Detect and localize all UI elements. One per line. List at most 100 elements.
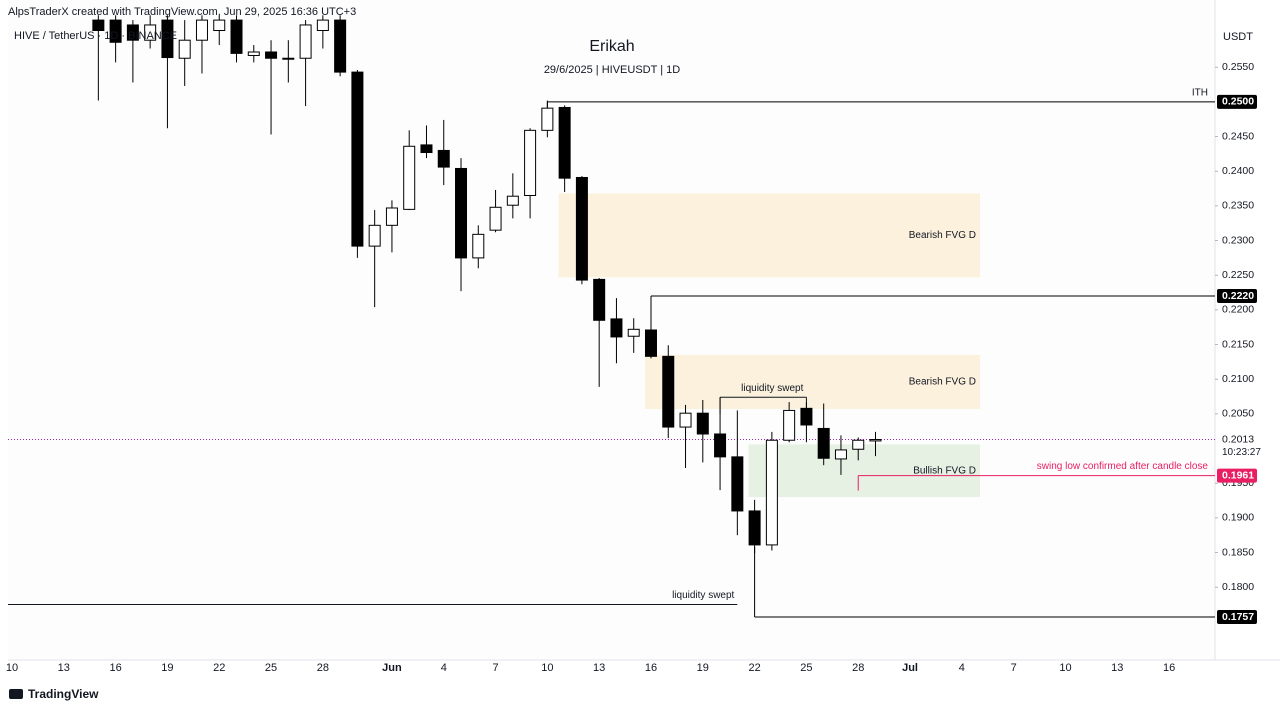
candle-body xyxy=(368,224,381,247)
candle-body xyxy=(524,129,537,197)
level-annotation: ITH xyxy=(1192,88,1208,99)
x-tick-label: 28 xyxy=(852,662,864,674)
candle-body xyxy=(679,412,692,428)
candle-body xyxy=(558,106,571,179)
chart-subtitle: 29/6/2025 | HIVEUSDT | 1D xyxy=(544,64,680,76)
price-tag xyxy=(1217,468,1257,483)
x-tick-label: 16 xyxy=(109,662,121,674)
price-tag xyxy=(1217,94,1257,109)
candle-body xyxy=(178,39,191,59)
candle-body xyxy=(351,71,364,247)
currency: USDT xyxy=(1223,31,1253,43)
candle-body xyxy=(455,167,468,259)
fvg-zone xyxy=(558,193,980,278)
x-tick-label: 10 xyxy=(541,662,553,674)
price-tag-label: 0.2500 xyxy=(1222,96,1254,108)
plot: Bearish FVG D Bearish FVG D Bullish FVG D l… xyxy=(8,15,1215,618)
candle-body xyxy=(541,107,554,131)
price-tag-label: 0.1757 xyxy=(1222,611,1254,623)
y-tick-label: 0.2250 xyxy=(1222,269,1254,281)
candle-body xyxy=(109,19,122,43)
candle-body xyxy=(489,206,502,231)
x-tick-label: 25 xyxy=(800,662,812,674)
zone-label: Bearish FVG D xyxy=(909,377,976,388)
brand-logo xyxy=(9,689,23,699)
x-tick-label: 19 xyxy=(697,662,709,674)
candle-body xyxy=(834,449,847,460)
price-tag xyxy=(1217,289,1257,304)
x-tick-label: 19 xyxy=(161,662,173,674)
y-tick-label: 0.2350 xyxy=(1222,200,1254,212)
candle-body xyxy=(696,412,709,435)
candle-body xyxy=(195,19,208,41)
x-tick-label: Jun xyxy=(382,662,402,674)
candle-body xyxy=(230,19,243,54)
candle-body xyxy=(731,456,744,512)
fvg-zone xyxy=(748,444,980,498)
candle-body xyxy=(506,195,519,206)
candle-body xyxy=(437,149,450,168)
x-tick-label: 13 xyxy=(593,662,605,674)
candle-body xyxy=(144,24,157,41)
price-tag xyxy=(1217,610,1257,625)
candle-body xyxy=(800,407,813,426)
swept-label: liquidity swept xyxy=(672,590,734,601)
y-tick-label: 0.2450 xyxy=(1222,130,1254,142)
candle-body xyxy=(783,409,796,441)
candle-body xyxy=(126,24,139,41)
candle-body xyxy=(644,329,657,357)
candle-body xyxy=(869,439,882,442)
fvg-zone xyxy=(644,354,980,410)
y-tick-label: 0.1900 xyxy=(1222,512,1254,524)
x-tick-label: 10 xyxy=(1059,662,1071,674)
candle-body xyxy=(282,57,295,60)
y-tick-label: 0.2550 xyxy=(1222,61,1254,73)
x-tick-label: 22 xyxy=(213,662,225,674)
candle-body xyxy=(247,51,260,56)
attribution: AlpsTraderX created with TradingView.com… xyxy=(8,6,356,18)
candle-body xyxy=(161,19,174,59)
candle-body xyxy=(662,355,675,428)
price-tag-label: 0.1961 xyxy=(1222,469,1254,481)
candle-body xyxy=(265,51,278,59)
x-tick-label: Jul xyxy=(902,662,918,674)
candle-body xyxy=(610,318,623,338)
candle-body xyxy=(472,233,485,259)
y-tick-label: 0.2100 xyxy=(1222,373,1254,385)
candle-body xyxy=(852,439,865,450)
x-tick-label: 22 xyxy=(748,662,760,674)
candle-body xyxy=(213,19,226,32)
x-tick-label: 13 xyxy=(1111,662,1123,674)
x-tick-label: 10 xyxy=(6,662,18,674)
y-tick-label: 0.2050 xyxy=(1222,408,1254,420)
candle-body xyxy=(316,19,329,32)
x-tick-label: 7 xyxy=(1011,662,1017,674)
candle-body xyxy=(714,433,727,458)
candle-body xyxy=(334,19,347,73)
candle-body xyxy=(420,144,433,154)
x-tick-label: 7 xyxy=(492,662,498,674)
price-tag-label: 0.2220 xyxy=(1222,290,1254,302)
x-tick-label: 28 xyxy=(317,662,329,674)
candle-body xyxy=(748,510,761,546)
x-tick-label: 16 xyxy=(1163,662,1175,674)
x-tick-label: 16 xyxy=(645,662,657,674)
y-tick-label: 0.2400 xyxy=(1222,165,1254,177)
candle-body xyxy=(765,439,778,546)
x-tick-label: 4 xyxy=(441,662,447,674)
x-tick-label: 25 xyxy=(265,662,277,674)
candle-body xyxy=(627,328,640,337)
x-tick-label: 4 xyxy=(959,662,965,674)
candle-body xyxy=(575,176,588,281)
zone-label: Bearish FVG D xyxy=(909,230,976,241)
last-price-label: 0.2013 xyxy=(1222,433,1254,445)
candle-body xyxy=(593,278,606,321)
x-tick-label: 13 xyxy=(58,662,70,674)
symbol: HIVE / TetherUS · 1D · BINANCE xyxy=(14,30,177,42)
y-tick-label: 0.2300 xyxy=(1222,234,1254,246)
countdown: 10:23:27 xyxy=(1222,447,1261,458)
chart-title: Erikah xyxy=(589,38,634,55)
candle-body xyxy=(299,24,312,59)
level-annotation: swing low confirmed after candle close xyxy=(1037,461,1209,472)
